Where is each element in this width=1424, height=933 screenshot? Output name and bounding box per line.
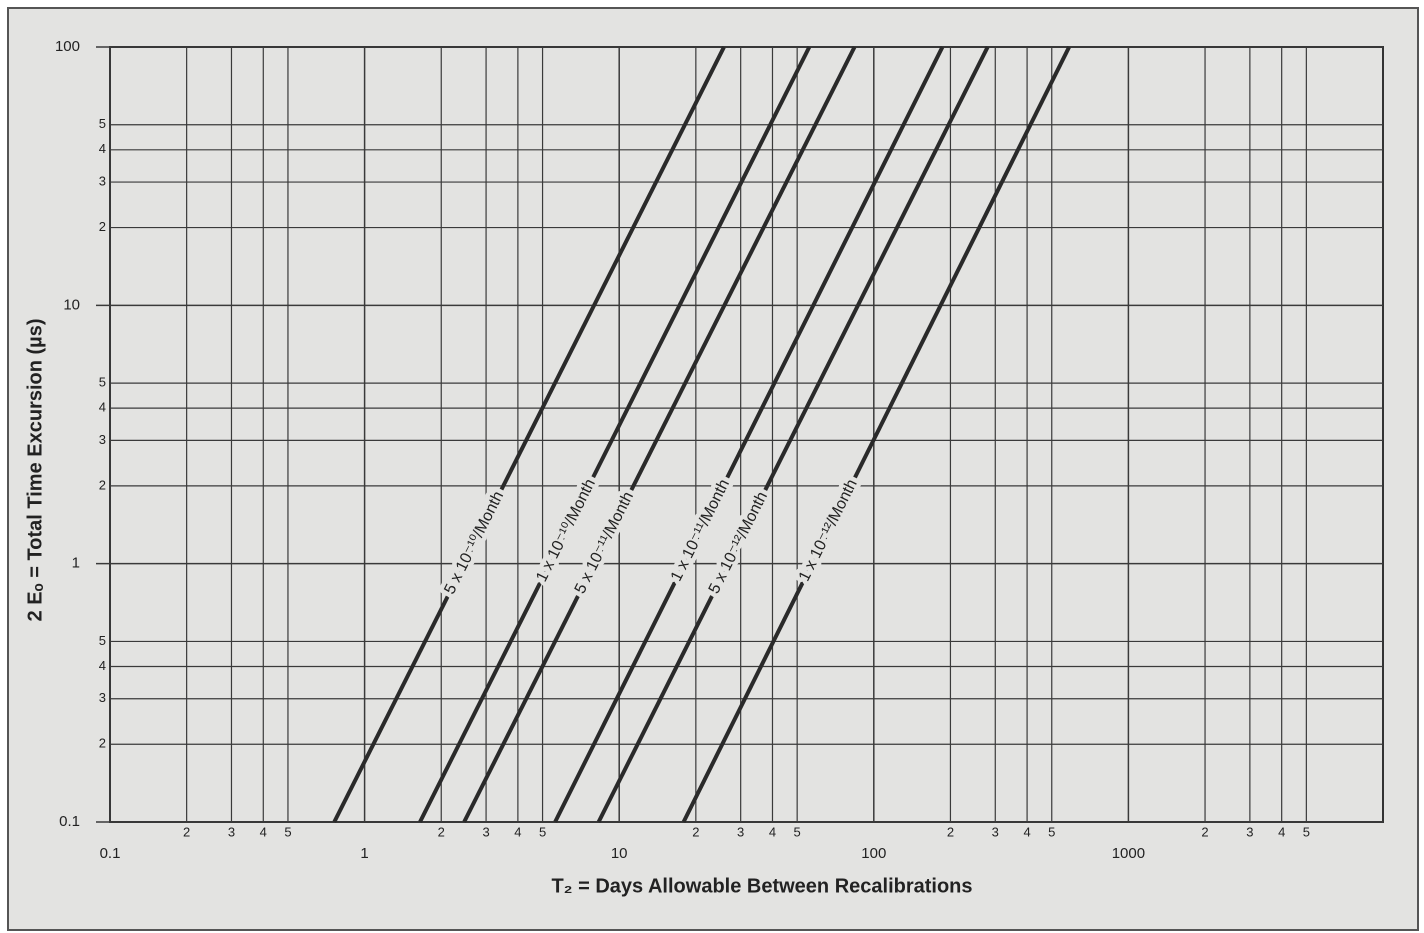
y-tick-label: 5 [99,116,106,131]
y-tick-label: 3 [99,690,106,705]
y-tick-label: 4 [99,141,106,156]
y-tick-label: 5 [99,375,106,390]
series-line [418,46,812,823]
y-tick-label: 10 [63,296,80,313]
y-tick-label: 3 [99,174,106,189]
x-tick-label: 3 [992,824,999,839]
x-tick-label: 3 [228,824,235,839]
y-tick-label: 2 [99,219,106,234]
x-tick-label: 2 [438,824,445,839]
x-tick-label: 4 [769,824,776,839]
x-tick-label: 5 [284,824,291,839]
x-tick-label: 2 [183,824,190,839]
x-tick-label: 2 [947,824,954,839]
y-tick-label: 2 [99,736,106,751]
x-tick-label: 4 [514,824,521,839]
series-line [462,46,857,823]
x-tick-label: 5 [1048,824,1055,839]
x-tick-label: 5 [1303,824,1310,839]
x-tick-label: 1000 [1112,845,1145,862]
series-line [681,46,1071,823]
x-tick-label: 4 [1278,824,1285,839]
y-tick-label: 4 [99,658,106,673]
x-tick-label: 100 [861,845,886,862]
y-tick-label: 2 [99,477,106,492]
x-tick-label: 3 [737,824,744,839]
chart-background [7,7,1419,931]
x-tick-label: 5 [539,824,546,839]
y-tick-label: 5 [99,633,106,648]
series-line [553,46,945,823]
series-line [596,46,990,823]
x-tick-label: 0.1 [100,845,121,862]
y-tick-label: 100 [55,38,80,55]
x-tick-label: 1 [360,845,368,862]
x-tick-label: 2 [1201,824,1208,839]
x-tick-label: 2 [692,824,699,839]
x-tick-label: 10 [611,845,628,862]
x-tick-label: 3 [1246,824,1253,839]
x-tick-label: 3 [482,824,489,839]
y-tick-label: 1 [72,555,80,572]
y-tick-label: 4 [99,400,106,415]
y-tick-label: 0.1 [59,813,80,830]
x-tick-label: 4 [1023,824,1030,839]
y-axis-title: 2 Eₒ = Total Time Excursion (µs) [24,319,46,622]
x-axis-title: T₂ = Days Allowable Between Recalibratio… [551,875,972,897]
y-tick-label: 3 [99,432,106,447]
x-tick-label: 5 [794,824,801,839]
x-tick-label: 4 [260,824,267,839]
series-line [332,46,726,823]
